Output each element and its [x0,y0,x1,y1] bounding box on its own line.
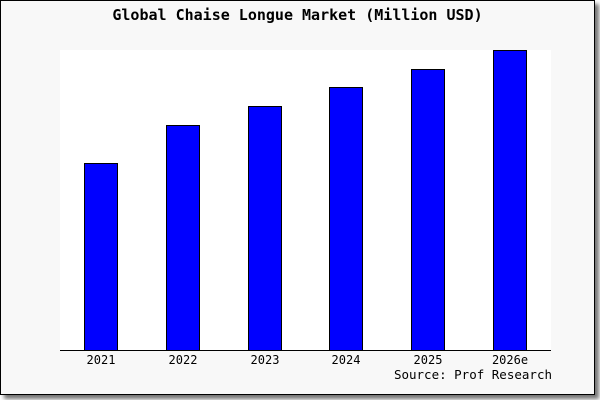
bar-2023 [248,106,282,350]
bar-2022 [166,125,200,350]
x-tick-2022: 2022 [168,353,198,367]
bar-2025 [411,69,445,350]
x-tick-2023: 2023 [250,353,280,367]
source-note: Source: Prof Research [393,367,552,382]
chart-title: Global Chaise Longue Market (Million USD… [112,6,483,24]
chart-frame: Global Chaise Longue Market (Million USD… [0,0,595,395]
bar-2026e [493,50,527,350]
x-tick-2025: 2025 [413,353,443,367]
bar-2021 [84,163,118,350]
plot-area [60,50,551,351]
x-tick-2024: 2024 [331,353,361,367]
bar-2024 [329,87,363,350]
x-tick-2021: 2021 [86,353,116,367]
x-tick-2026e: 2026e [491,353,529,367]
